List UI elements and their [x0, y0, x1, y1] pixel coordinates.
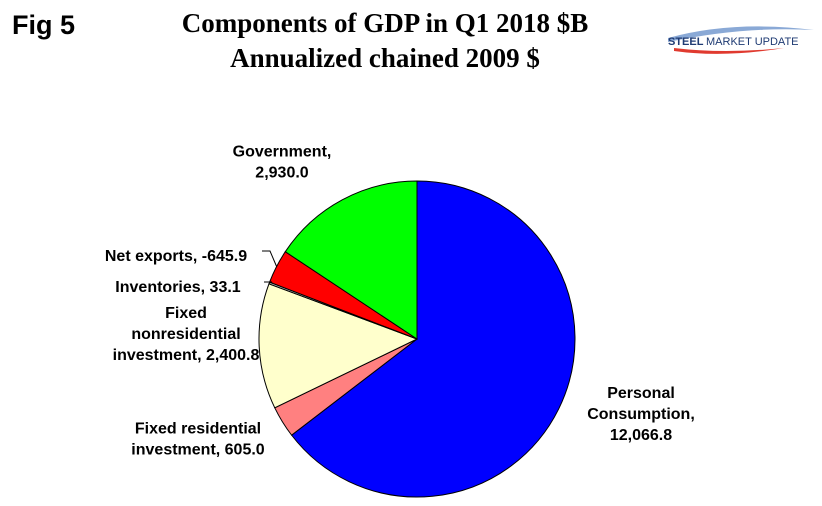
chart-title-line-2: Annualized chained 2009 $ [230, 43, 540, 73]
pie-label-government: Government, 2,930.0 [233, 144, 332, 182]
pie-leader-lines [262, 250, 278, 284]
pie-label-line: 2,930.0 [255, 165, 308, 182]
pie-label-line: investment, 605.0 [131, 442, 265, 459]
pie-label-line: nonresidential [131, 326, 240, 343]
pie-labels: Personal Consumption, 12,066.8 Fixed reside… [105, 144, 695, 459]
pie-label-line: investment, 2,400.8 [113, 347, 260, 364]
leader-line-net-exports [262, 250, 278, 267]
pie-slice-fixed-nonresidential-investment [258, 283, 419, 409]
pie-label-line: Fixed [165, 305, 207, 322]
logo-text-steel: STEEL [668, 36, 704, 48]
pie-label-fixed-residential-investment: Fixed residential investment, 605.0 [131, 421, 265, 459]
logo-swoosh-icon [668, 26, 814, 42]
pie-label-line: Government, [233, 144, 332, 161]
pie-label-fixed-nonresidential-investment: Fixed nonresidential investment, 2,400.8 [113, 305, 260, 364]
figure-label: Fig 5 [12, 10, 76, 40]
pie-label-line: Fixed residential [135, 421, 261, 438]
pie-label-line: Consumption, [587, 406, 695, 423]
pie-label-net-exports: Net exports, -645.9 [105, 248, 247, 265]
pie-label-line: Inventories, 33.1 [115, 279, 240, 296]
chart-title: Components of GDP in Q1 2018 $B Annualiz… [150, 6, 620, 76]
pie-label-personal-consumption: Personal Consumption, 12,066.8 [587, 385, 695, 444]
pie-label-line: Personal [607, 385, 675, 402]
pie-slice-personal-consumption [290, 180, 576, 498]
pie-slices [258, 180, 576, 498]
steel-market-update-logo: STEEL MARKET UPDATE [668, 26, 814, 54]
logo-swoosh-accent-icon [674, 48, 784, 54]
pie-label-line: 12,066.8 [610, 427, 672, 444]
pie-label-line: Net exports, -645.9 [105, 248, 247, 265]
chart-title-line-1: Components of GDP in Q1 2018 $B [181, 8, 589, 38]
leader-line-inventories [264, 281, 273, 284]
logo-text-rest: MARKET UPDATE [706, 36, 799, 48]
pie-label-inventories: Inventories, 33.1 [115, 279, 240, 296]
pie-slice-government [284, 180, 418, 340]
